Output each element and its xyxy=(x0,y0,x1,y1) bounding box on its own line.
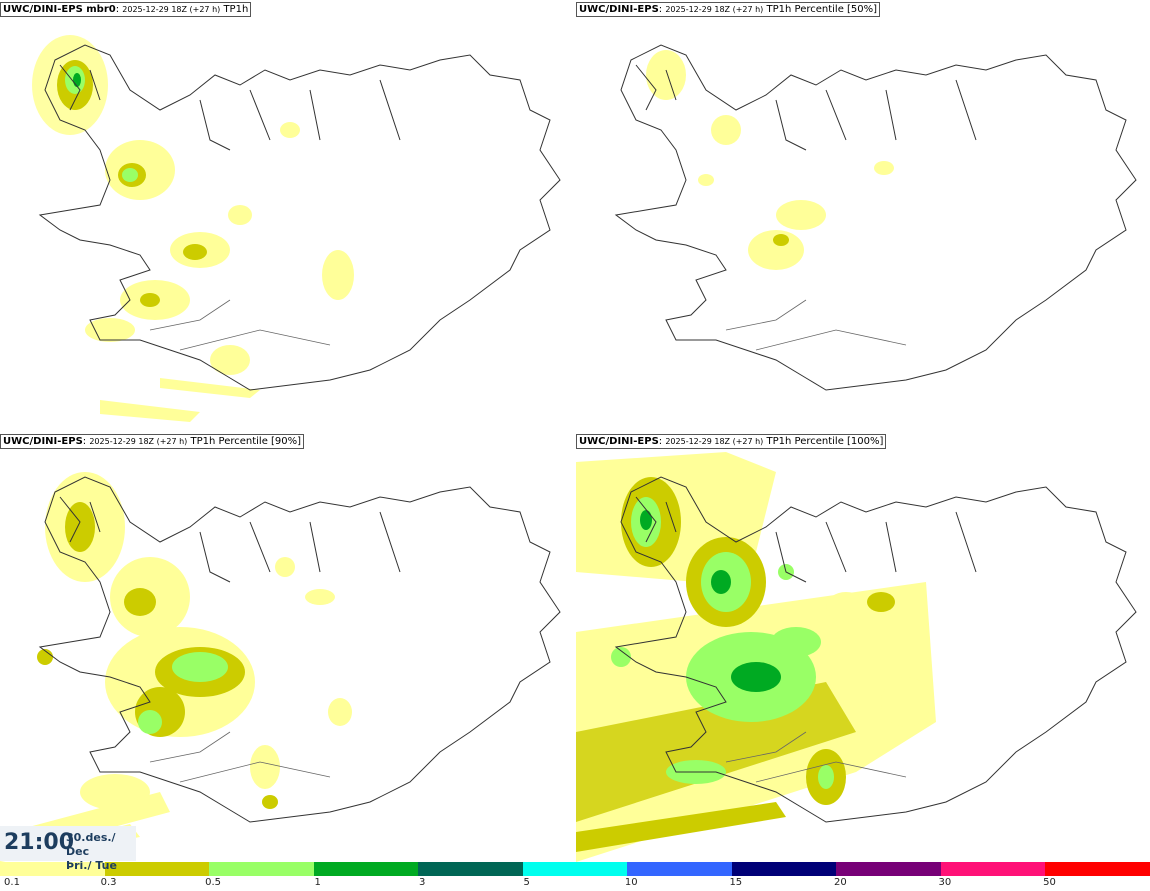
map-panel-p90: UWC/DINI-EPS: 2025-12-29 18Z (+27 h) TP1… xyxy=(0,432,574,862)
colorbar-segment xyxy=(731,862,837,876)
colorbar-tick-label: 1 xyxy=(314,877,321,888)
precipitation-map-p50 xyxy=(614,44,1137,391)
precipitation-map-p100 xyxy=(576,452,1137,862)
run-time: 2025-12-29 18Z (+27 h) xyxy=(122,5,221,14)
colorbar-tick-label: 5 xyxy=(523,877,530,888)
colorbar-tick-label: 10 xyxy=(624,877,638,888)
panel-title: UWC/DINI-EPS: 2025-12-29 18Z (+27 h) TP1… xyxy=(576,434,887,449)
colorbar-tick-label: 30 xyxy=(938,877,952,888)
colorbar-tick-label: 0.3 xyxy=(100,877,117,888)
colorbar-ticks: 0.1 0.3 0.5 1 3 5 10 15 20 30 50 xyxy=(0,877,1150,891)
colorbar-segment xyxy=(522,862,628,876)
field-name: TP1h Percentile [90%] xyxy=(190,436,302,447)
field-name: TP1h xyxy=(223,4,249,15)
model-name: UWC/DINI-EPS mbr0 xyxy=(3,4,116,15)
colorbar-tick-label: 0.5 xyxy=(205,877,222,888)
colorbar-tick-label: 3 xyxy=(418,877,426,888)
precip-colorbar xyxy=(0,862,1150,876)
precipitation-map-p90 xyxy=(0,472,561,862)
valid-time: 21:00 xyxy=(4,830,75,855)
field-name: TP1h Percentile [100%] xyxy=(766,436,884,447)
colorbar-segment xyxy=(313,862,419,876)
run-time: 2025-12-29 18Z (+27 h) xyxy=(665,5,764,14)
panel-title: UWC/DINI-EPS mbr0: 2025-12-29 18Z (+27 h… xyxy=(0,2,252,17)
model-name: UWC/DINI-EPS xyxy=(3,436,83,447)
colorbar-segment xyxy=(1045,862,1150,876)
colorbar-segment xyxy=(418,862,523,876)
panel-title: UWC/DINI-EPS: 2025-12-29 18Z (+27 h) TP1… xyxy=(0,434,305,449)
colorbar-tick-label: 0.1 xyxy=(4,877,20,888)
colorbar-segment xyxy=(940,862,1046,876)
colorbar-segment xyxy=(836,862,941,876)
valid-time-box: 21:00 30.des./ Dec Þri./ Tue xyxy=(0,826,136,872)
panel-title: UWC/DINI-EPS: 2025-12-29 18Z (+27 h) TP1… xyxy=(576,2,881,17)
colorbar-segment xyxy=(0,862,105,876)
colorbar-tick-label: 50 xyxy=(1043,877,1056,888)
map-panel-p100: UWC/DINI-EPS: 2025-12-29 18Z (+27 h) TP1… xyxy=(576,432,1150,862)
model-name: UWC/DINI-EPS xyxy=(579,4,659,15)
precipitation-map-mbr0 xyxy=(32,35,561,422)
valid-date: 30.des./ Dec Þri./ Tue xyxy=(66,831,136,873)
date-line-2: Þri./ Tue xyxy=(66,859,117,872)
run-time: 2025-12-29 18Z (+27 h) xyxy=(89,437,188,446)
colorbar-tick-label: 20 xyxy=(833,877,847,888)
map-panel-p50: UWC/DINI-EPS: 2025-12-29 18Z (+27 h) TP1… xyxy=(576,0,1150,430)
colorbar-segment xyxy=(627,862,732,876)
colorbar-segment xyxy=(209,862,314,876)
field-name: TP1h Percentile [50%] xyxy=(766,4,878,15)
run-time: 2025-12-29 18Z (+27 h) xyxy=(665,437,764,446)
date-line-1: 30.des./ Dec xyxy=(66,831,116,858)
model-name: UWC/DINI-EPS xyxy=(579,436,659,447)
colorbar-segment xyxy=(104,862,210,876)
colorbar-tick-label: 15 xyxy=(729,877,743,888)
map-panel-mbr0: UWC/DINI-EPS mbr0: 2025-12-29 18Z (+27 h… xyxy=(0,0,574,430)
